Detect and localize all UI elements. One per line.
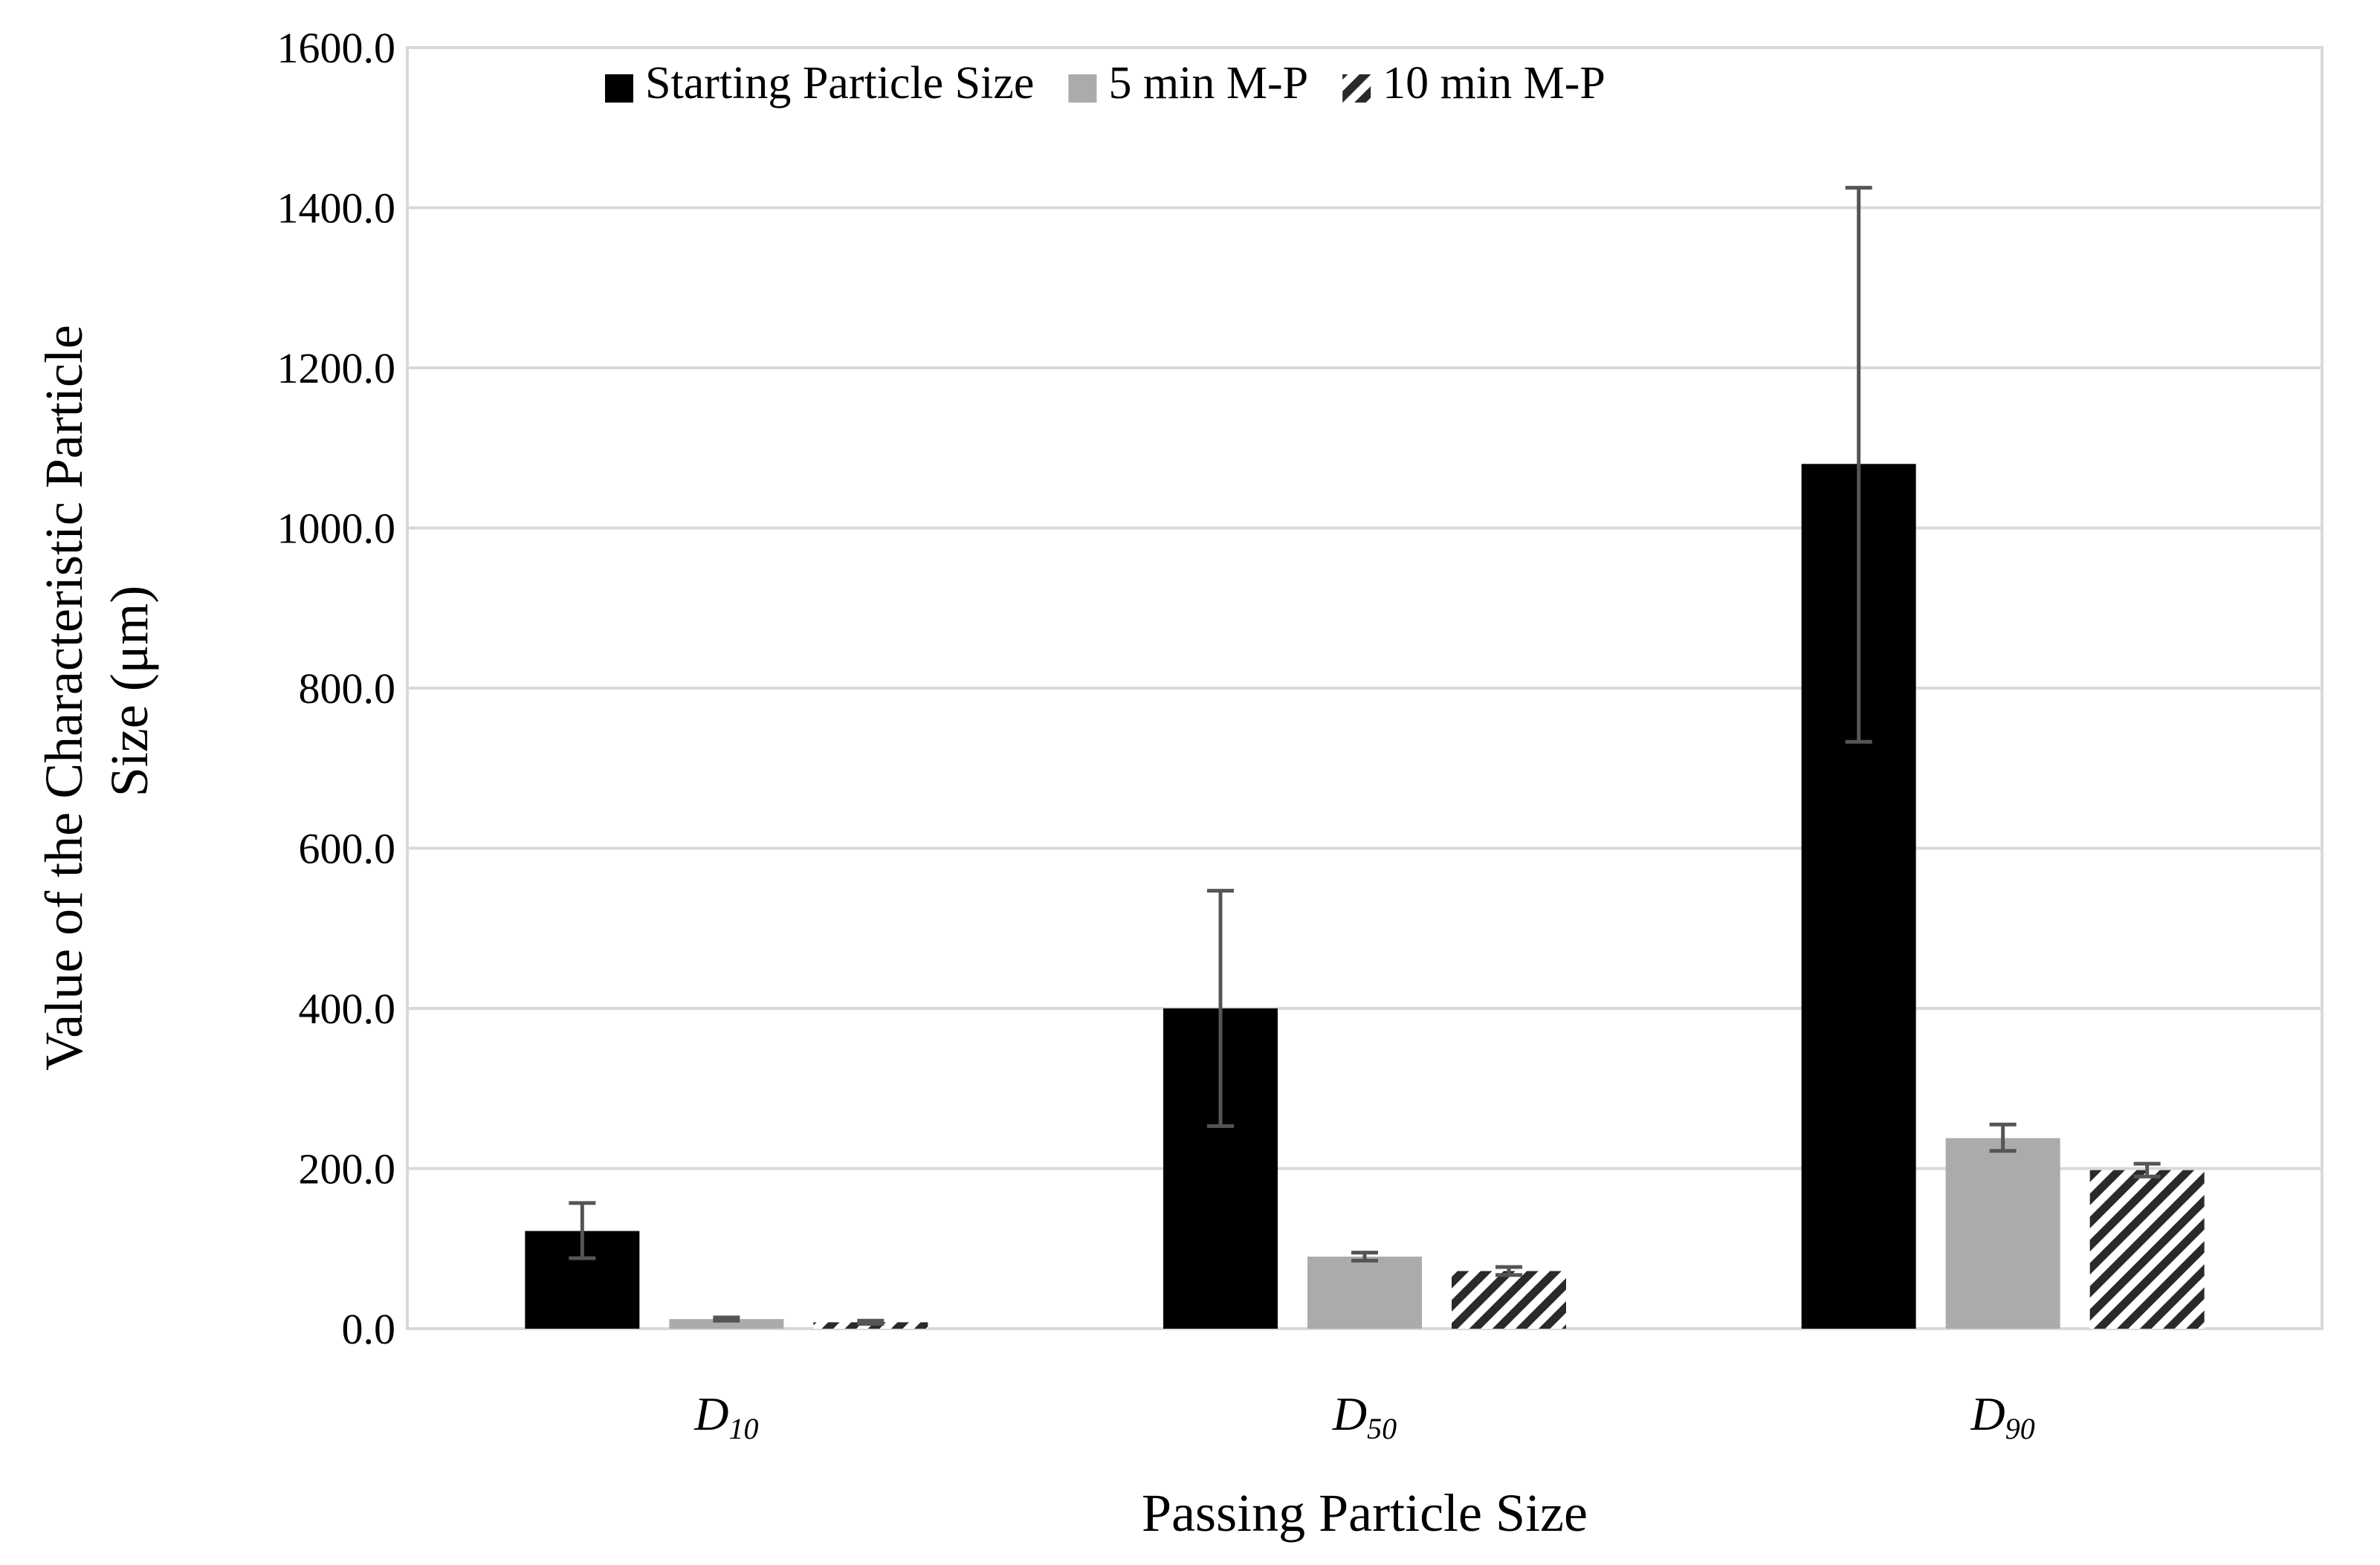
legend: Starting Particle Size 5 min M-P 10 min M-… <box>605 58 1605 108</box>
x-tick-label: D50 <box>1332 1387 1397 1445</box>
error-bar <box>1989 1122 2017 1153</box>
bar-5min-D10 <box>669 1319 784 1329</box>
y-tick-label: 1200.0 <box>277 344 396 392</box>
error-bar <box>713 1315 740 1323</box>
legend-item: 10 min M-P <box>1342 58 1605 108</box>
error-bar <box>1495 1265 1522 1277</box>
bar-5min-D90 <box>1945 1138 2060 1329</box>
y-tick-label: 1600.0 <box>277 24 396 72</box>
legend-swatch <box>1068 74 1097 103</box>
legend-label: Starting Particle Size <box>645 58 1034 108</box>
x-tick-label: D10 <box>693 1387 758 1445</box>
bar-5min-D50 <box>1307 1257 1422 1329</box>
error-bar <box>1207 889 1234 1128</box>
x-tick-label: D90 <box>1970 1387 2035 1445</box>
error-bars <box>569 186 2161 1326</box>
error-bar <box>569 1201 596 1260</box>
y-axis-title-line-2: Size (μm) <box>100 586 159 797</box>
grid-lines <box>407 46 2322 1330</box>
legend-label: 5 min M-P <box>1108 58 1308 108</box>
y-tick-label: 400.0 <box>299 985 396 1033</box>
error-bar <box>1845 186 1872 744</box>
y-tick-label: 800.0 <box>299 664 396 713</box>
y-tick-label: 200.0 <box>299 1145 396 1193</box>
y-axis-tick-labels: 0.0 200.0 400.0 600.0 800.0 1000.0 1200.0 1400.… <box>277 24 396 1353</box>
bar-10min-D90 <box>2089 1170 2205 1329</box>
error-bar <box>1351 1251 1378 1263</box>
y-tick-label: 1400.0 <box>277 184 396 233</box>
bar-10min-D50 <box>1452 1271 1566 1329</box>
y-tick-label: 0.0 <box>342 1305 396 1353</box>
error-bar <box>2133 1161 2161 1179</box>
x-axis-title: Passing Particle Size <box>1142 1483 1588 1543</box>
y-tick-label: 600.0 <box>299 825 396 873</box>
y-tick-label: 1000.0 <box>277 505 396 553</box>
y-axis-title: Value of the Characteristic Particle Siz… <box>34 311 159 1071</box>
legend-swatch <box>605 74 633 103</box>
x-axis-category-labels: D10 D50 D90 <box>693 1387 2035 1445</box>
svg-text:Value of the Characteristic Pa: Value of the Characteristic Particle Siz… <box>34 311 159 1071</box>
legend-item: Starting Particle Size <box>605 58 1034 108</box>
y-axis-title-line-1: Value of the Characteristic Particle <box>34 325 94 1071</box>
error-bar <box>857 1318 885 1326</box>
legend-item: 5 min M-P <box>1068 58 1308 108</box>
legend-label: 10 min M-P <box>1383 58 1605 108</box>
legend-swatch <box>1342 74 1371 103</box>
bars <box>525 464 2205 1329</box>
